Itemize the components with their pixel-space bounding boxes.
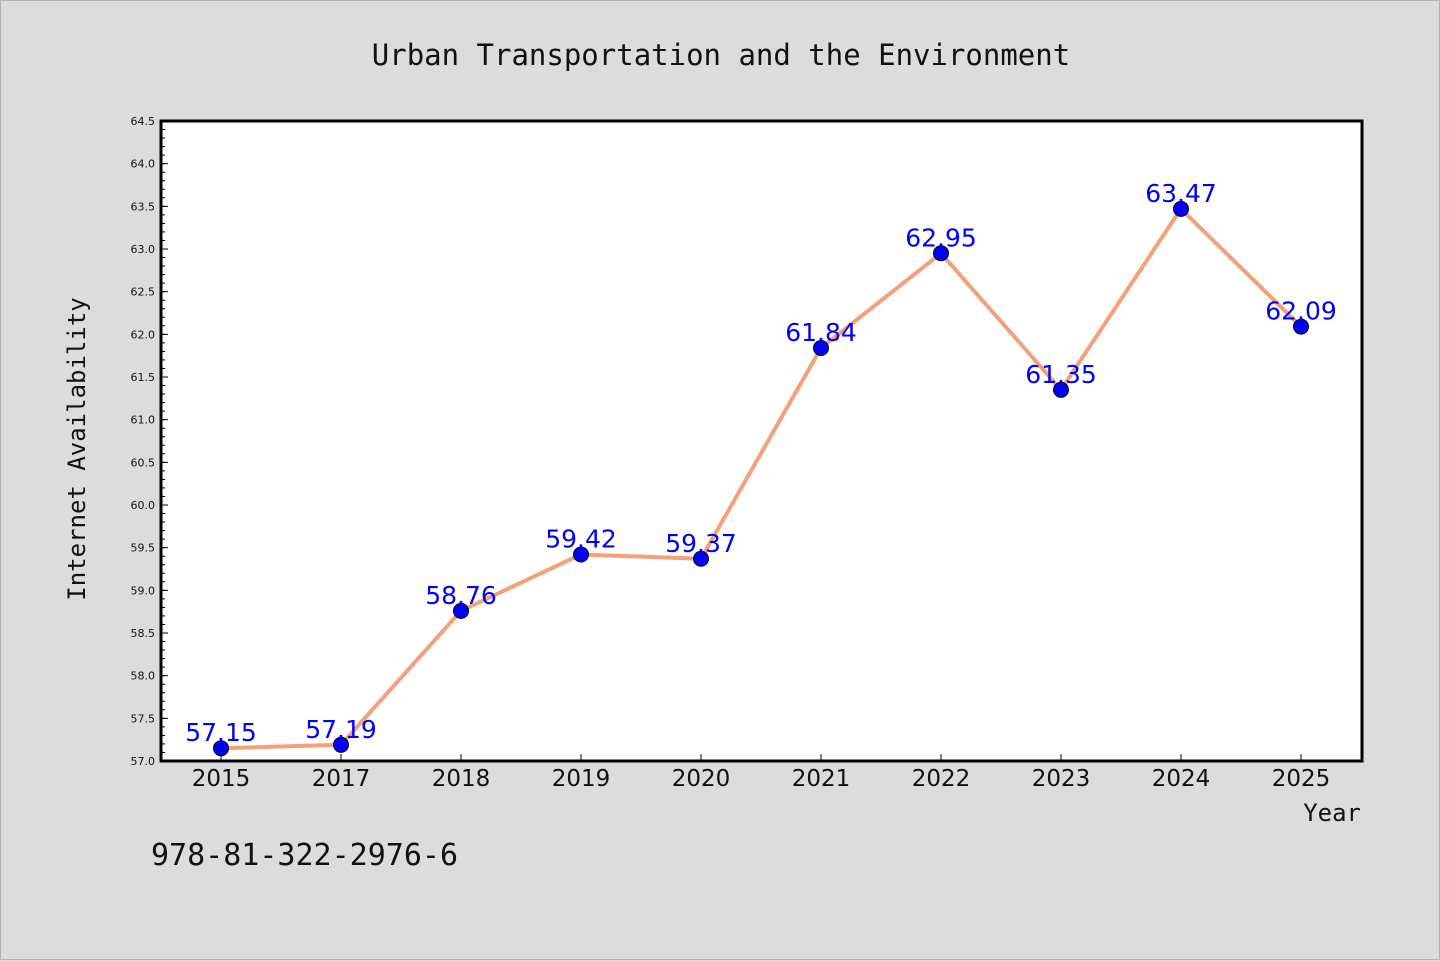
y-axis-title: Internet Availability: [63, 297, 91, 600]
y-tick-label: 61.5: [131, 371, 156, 384]
x-tick-label: 2025: [1272, 766, 1331, 792]
data-point: [453, 602, 469, 619]
x-axis: 2015 2017 2018 2019 2020 2021 2022 2023 2024 2025: [192, 754, 1331, 792]
y-tick-label: 58.0: [131, 670, 156, 683]
data-label: 57.15: [185, 718, 257, 747]
y-tick-label: 57.5: [131, 712, 156, 725]
data-point: [1293, 318, 1309, 335]
data-point: [693, 550, 709, 567]
plot-area: [159, 119, 1364, 763]
y-tick-label: 60.5: [131, 456, 156, 469]
y-tick-label: 59.0: [131, 584, 156, 597]
data-label: 59.37: [665, 529, 737, 558]
isbn-text: 978-81-322-2976-6: [151, 838, 458, 873]
data-point: [573, 546, 589, 563]
x-tick-label: 2023: [1032, 766, 1091, 792]
y-tick-label: 59.5: [131, 542, 156, 555]
chart-title: Urban Transportation and the Environment: [372, 38, 1070, 72]
data-point: [1053, 381, 1069, 398]
y-tick-label: 58.5: [131, 627, 156, 640]
data-label: 61.35: [1025, 360, 1097, 389]
x-tick-label: 2022: [912, 766, 971, 792]
x-axis-title: Year: [1303, 799, 1361, 827]
y-tick-label: 63.0: [131, 243, 156, 256]
y-tick-label: 64.5: [131, 115, 156, 128]
y-tick-label: 62.5: [131, 286, 156, 299]
y-tick-label: 57.0: [131, 755, 156, 768]
y-tick-label: 64.0: [131, 158, 156, 171]
x-tick-label: 2024: [1152, 766, 1211, 792]
data-point: [1173, 200, 1189, 217]
x-tick-label: 2017: [312, 766, 371, 792]
data-label: 63.47: [1145, 179, 1217, 208]
x-tick-label: 2021: [792, 766, 851, 792]
x-tick-label: 2019: [552, 766, 611, 792]
data-label-layer: 57.15 57.19 58.76 59.42 59.37 61.84 62.95 61.35…: [185, 179, 1337, 747]
y-tick-label: 60.0: [131, 499, 156, 512]
data-label: 62.09: [1265, 297, 1337, 326]
data-point: [813, 339, 829, 356]
data-point: [333, 736, 349, 753]
x-tick-label: 2018: [432, 766, 491, 792]
y-tick-label: 61.0: [131, 414, 156, 427]
y-tick-label: 62.0: [131, 328, 156, 341]
y-axis: 57.0 57.5 58.0 58.5 59.0 59.5 60.0 60.5 61.0 61.5…: [131, 115, 168, 768]
series-layer: [213, 200, 1309, 757]
data-label: 62.95: [905, 223, 977, 252]
data-label: 61.84: [785, 318, 857, 347]
data-point: [213, 740, 229, 757]
y-tick-label: 63.5: [131, 200, 156, 213]
data-point: [933, 245, 949, 262]
series-line: [220, 206, 1303, 751]
x-tick-label: 2020: [672, 766, 731, 792]
data-label: 57.19: [305, 715, 377, 744]
x-tick-label: 2015: [192, 766, 251, 792]
data-label: 58.76: [425, 581, 497, 610]
data-label: 59.42: [545, 524, 617, 553]
